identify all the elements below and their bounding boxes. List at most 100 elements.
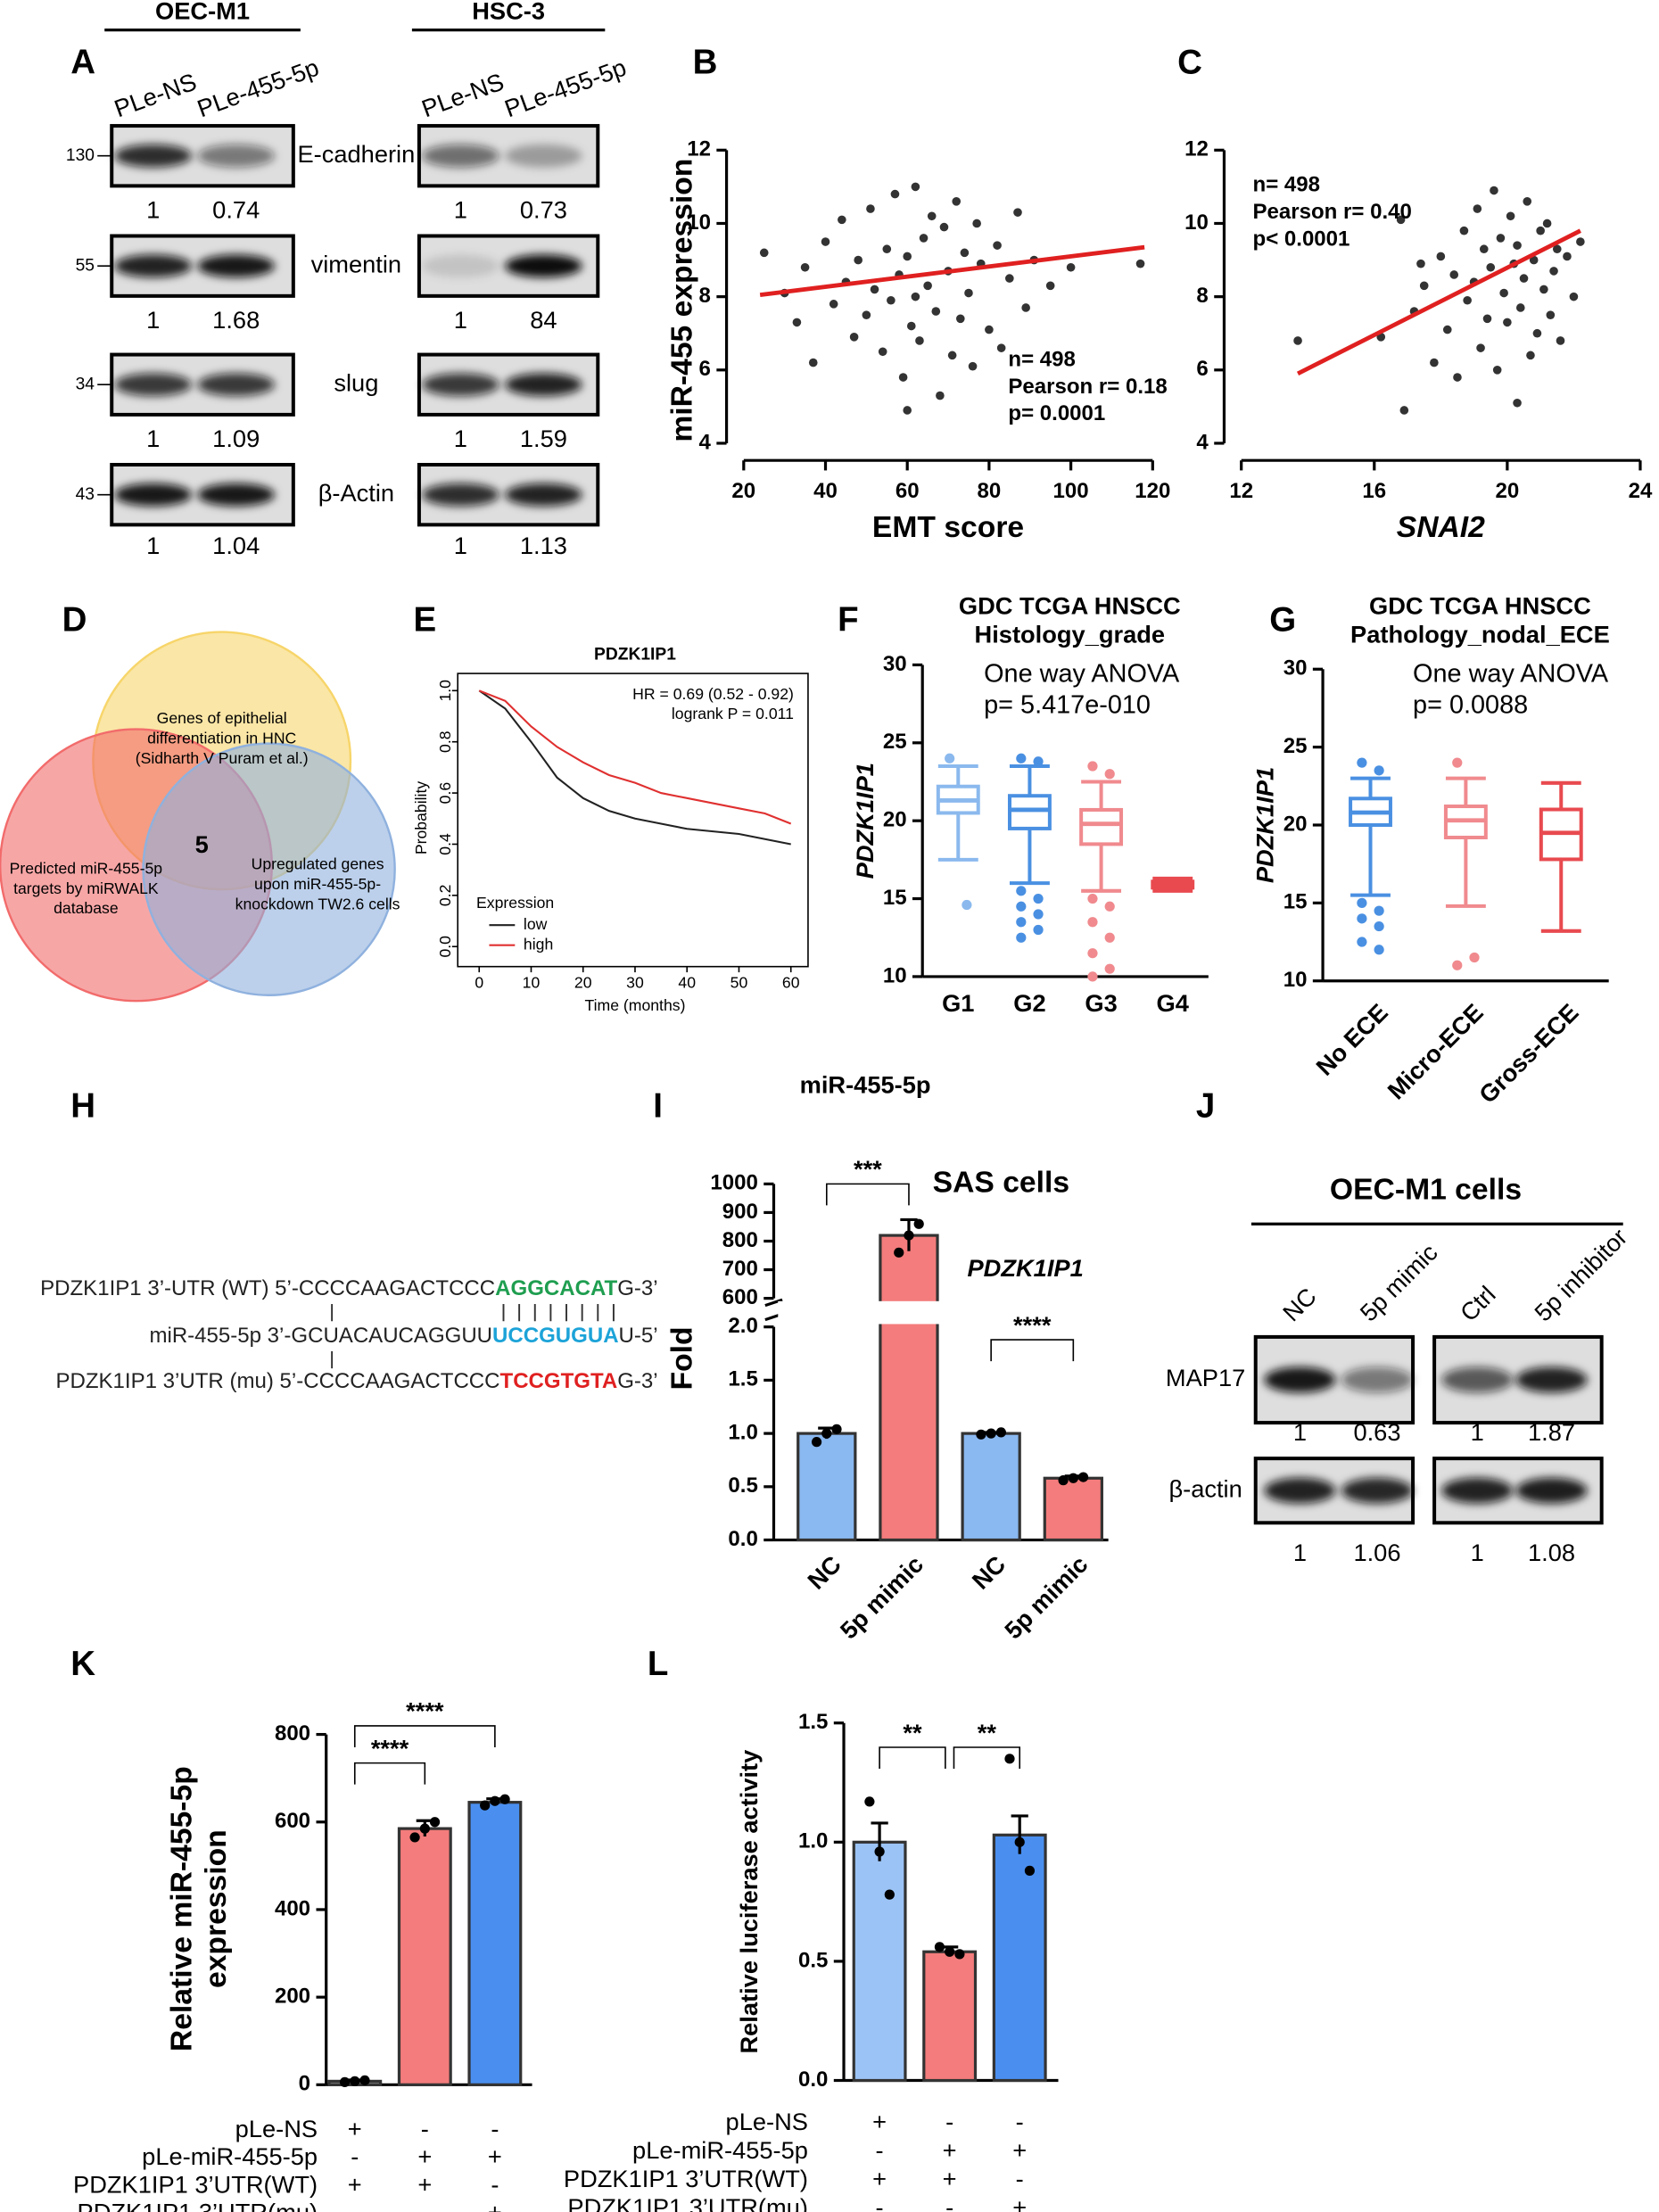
band	[1264, 1366, 1336, 1393]
condition-sign: +	[348, 2170, 362, 2198]
band-quant: 1	[454, 425, 467, 452]
point	[1399, 406, 1409, 415]
stat-annotation: Pearson r= 0.18	[1008, 375, 1167, 399]
outlier	[1104, 932, 1115, 943]
x-tick-label: 20	[574, 974, 592, 992]
point	[1546, 310, 1556, 319]
band-quant: 1	[146, 532, 160, 559]
band-quant: 1	[454, 306, 467, 334]
point	[1476, 343, 1485, 352]
y-tick-label: 700	[722, 1257, 758, 1281]
x-tick-label: 40	[678, 974, 696, 992]
condition-label: PDZK1IP1 3’UTR(mu)	[78, 2199, 318, 2212]
condition-sign: -	[351, 2199, 359, 2212]
band-quant: 1.87	[1528, 1418, 1575, 1446]
chart-title: PDZK1IP1	[594, 645, 676, 664]
outlier	[1016, 753, 1027, 763]
point	[898, 373, 908, 382]
band	[114, 254, 193, 278]
mw-marker: 43	[76, 485, 95, 504]
y-tick-label: 10	[1184, 210, 1209, 235]
point	[887, 295, 896, 305]
y-tick-label: 400	[275, 1896, 310, 1920]
box	[1079, 807, 1124, 846]
outlier	[1033, 756, 1044, 767]
point	[1539, 285, 1548, 294]
band-quant: 1.04	[212, 532, 260, 559]
panel-label: I	[653, 1087, 663, 1126]
significance-label: ***	[854, 1155, 882, 1183]
venn-label: upon miR-455-5p-	[254, 875, 381, 893]
replicate-point	[934, 1942, 945, 1952]
replicate-point	[409, 1832, 420, 1843]
band	[422, 144, 499, 168]
band-quant: 1.59	[520, 425, 567, 452]
band	[422, 254, 499, 278]
outlier	[945, 753, 955, 763]
condition-sign: -	[351, 2142, 359, 2170]
y-tick-label: 800	[722, 1228, 758, 1252]
panel-label: E	[413, 601, 436, 640]
y-tick-label: 200	[275, 1984, 310, 2008]
significance-bracket	[825, 1183, 910, 1206]
point	[993, 241, 1002, 250]
y-tick-label: 0.6	[436, 782, 454, 805]
stat-annotation: n= 498	[1253, 173, 1321, 197]
point	[808, 358, 818, 367]
x-tick-label: 40	[813, 479, 838, 503]
band-quant: 1	[1471, 1539, 1484, 1566]
y-tick-label: 25	[883, 730, 907, 754]
band-quant: 1	[1293, 1539, 1307, 1566]
band	[197, 373, 275, 397]
y-tick-label: 6	[699, 357, 711, 381]
sequence-part: PDZK1IP1 3’-UTR (WT) 5’-CCCCAAGACTCCC	[40, 1276, 495, 1300]
bar	[397, 1827, 452, 2086]
condition-sign: +	[1012, 2136, 1027, 2164]
y-tick-label: 0.5	[798, 1948, 828, 1972]
point	[792, 318, 802, 327]
stat-annotation: p= 0.0001	[1008, 401, 1105, 425]
chart-title: Pathology_nodal_ECE	[1350, 621, 1610, 648]
band-quant: 0.74	[212, 195, 260, 223]
point	[1549, 267, 1558, 276]
panel-label: G	[1269, 601, 1296, 640]
point	[952, 197, 962, 206]
sequence-part: TCCGTGTA	[500, 1370, 618, 1394]
point	[1135, 259, 1145, 268]
condition-sign: +	[872, 2165, 887, 2192]
point	[936, 391, 945, 400]
band-quant: 1	[146, 306, 160, 334]
y-tick-label: 30	[1283, 656, 1308, 681]
mw-marker: 130	[66, 146, 95, 165]
x-axis-title: EMT score	[872, 511, 1024, 544]
point	[1416, 259, 1425, 268]
sequence-part: AGGCACAT	[495, 1276, 617, 1300]
sequence-part: miR-455-5p 3’-GCUACAUCAGGUU	[149, 1324, 492, 1348]
replicate-point	[864, 1796, 875, 1807]
stat-annotation: n= 498	[1008, 347, 1076, 371]
gene-annotation: PDZK1IP1	[968, 1254, 1084, 1282]
venn-label: database	[54, 899, 119, 917]
x-tick-label: 12	[1229, 479, 1253, 503]
point	[829, 300, 838, 309]
point	[911, 182, 920, 192]
point	[1492, 365, 1502, 375]
x-tick-label: 120	[1135, 479, 1170, 503]
point	[1013, 208, 1022, 217]
significance-bracket	[879, 1746, 946, 1770]
point	[919, 234, 929, 243]
condition-sign: -	[421, 2115, 429, 2142]
y-tick-label: 0.4	[436, 833, 454, 855]
replicate-point	[480, 1800, 491, 1811]
band-quant: 1	[1293, 1418, 1307, 1446]
protein-label: β-actin	[1168, 1474, 1242, 1502]
point	[1496, 234, 1506, 243]
band	[505, 254, 582, 278]
condition-label: pLe-NS	[726, 2108, 808, 2135]
band	[422, 483, 499, 507]
replicate-point	[954, 1949, 965, 1960]
condition-sign: -	[491, 2115, 499, 2142]
legend-title: Expression	[476, 894, 554, 912]
x-tick-label: 24	[1629, 479, 1653, 503]
point	[1513, 398, 1522, 408]
